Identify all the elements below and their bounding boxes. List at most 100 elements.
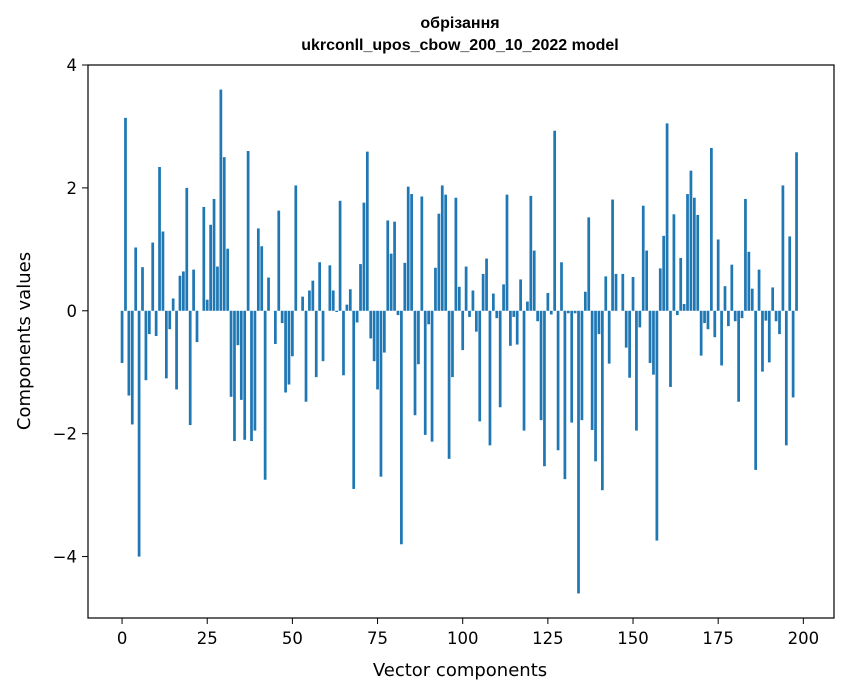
- bar: [791, 310, 795, 398]
- bar: [406, 186, 410, 311]
- bar: [733, 310, 737, 322]
- bar: [686, 194, 689, 311]
- bar: [590, 310, 594, 430]
- bar: [655, 310, 659, 541]
- bar: [175, 310, 178, 390]
- bar: [713, 310, 717, 338]
- bar: [767, 310, 771, 363]
- x-tick-label: 125: [532, 629, 564, 648]
- bar: [563, 310, 567, 480]
- bar: [532, 250, 536, 311]
- bar: [430, 310, 434, 442]
- bar: [314, 310, 318, 378]
- bar: [451, 310, 454, 378]
- bar: [611, 199, 614, 311]
- bar: [161, 231, 165, 311]
- bar: [389, 253, 393, 311]
- bar: [246, 151, 250, 311]
- y-axis: −4 −2 0 2 4: [53, 56, 88, 567]
- bar: [141, 267, 144, 311]
- bar: [645, 250, 649, 311]
- bar: [260, 246, 264, 311]
- bar: [526, 301, 529, 311]
- bar: [427, 310, 431, 325]
- bar: [311, 280, 315, 311]
- bar: [710, 147, 713, 311]
- plot-area-frame: [87, 64, 835, 619]
- bar: [342, 310, 345, 376]
- bar: [594, 310, 597, 462]
- bar: [703, 310, 706, 324]
- bar: [410, 194, 413, 311]
- bar: [403, 262, 407, 311]
- bar: [188, 310, 192, 426]
- bar: [699, 310, 703, 356]
- bar: [185, 187, 189, 311]
- bar: [485, 258, 488, 311]
- bar: [168, 310, 172, 330]
- x-tick-label: 100: [447, 629, 479, 648]
- bar: [635, 310, 638, 431]
- bar: [669, 310, 672, 387]
- bar: [396, 310, 400, 316]
- x-tick-label: 75: [367, 629, 388, 648]
- bar: [675, 310, 679, 316]
- bar: [757, 269, 761, 311]
- bar: [543, 310, 546, 467]
- bar: [638, 310, 642, 328]
- bar: [212, 198, 216, 311]
- bar: [641, 205, 645, 311]
- bar: [386, 220, 390, 311]
- bar: [348, 289, 352, 311]
- bar: [471, 290, 475, 311]
- bar: [130, 310, 134, 425]
- bar: [692, 197, 696, 311]
- bar: [253, 310, 257, 431]
- bar-series: [120, 89, 798, 594]
- bar: [730, 264, 734, 311]
- bar: [652, 310, 655, 375]
- bar: [331, 290, 335, 311]
- bar: [267, 277, 270, 311]
- bar: [556, 310, 560, 451]
- bar: [321, 310, 325, 362]
- bar: [216, 266, 219, 311]
- bar: [236, 310, 240, 346]
- bar: [280, 310, 284, 324]
- bar: [614, 273, 618, 311]
- bar: [774, 310, 778, 322]
- bar: [502, 284, 505, 311]
- bar: [151, 242, 155, 311]
- bar: [318, 262, 321, 311]
- bar: [308, 290, 311, 311]
- bar: [481, 273, 485, 311]
- bar: [624, 310, 628, 348]
- bar: [219, 89, 223, 311]
- bar: [648, 310, 652, 364]
- bar: [352, 310, 356, 489]
- bar: [505, 194, 509, 311]
- x-tick-label: 0: [117, 629, 128, 648]
- bar: [795, 152, 798, 311]
- bar: [202, 206, 206, 311]
- bar: [682, 304, 686, 311]
- bar: [301, 296, 304, 311]
- bar: [328, 265, 332, 311]
- bar: [573, 310, 577, 314]
- bar: [376, 310, 379, 390]
- bar: [784, 310, 788, 446]
- bar: [727, 310, 730, 327]
- bar: [250, 310, 253, 442]
- bar: [120, 310, 124, 364]
- bar: [457, 286, 461, 311]
- bar: [294, 185, 298, 311]
- bar: [566, 310, 570, 314]
- bar: [382, 310, 386, 353]
- bar: [365, 151, 369, 311]
- bar: [226, 248, 230, 311]
- bar: [256, 228, 260, 311]
- bar: [662, 235, 666, 311]
- bar: [229, 310, 233, 397]
- chart-title-line-2: ukrconll_upos_cbow_200_10_2022 model: [301, 37, 618, 54]
- bar: [362, 202, 366, 311]
